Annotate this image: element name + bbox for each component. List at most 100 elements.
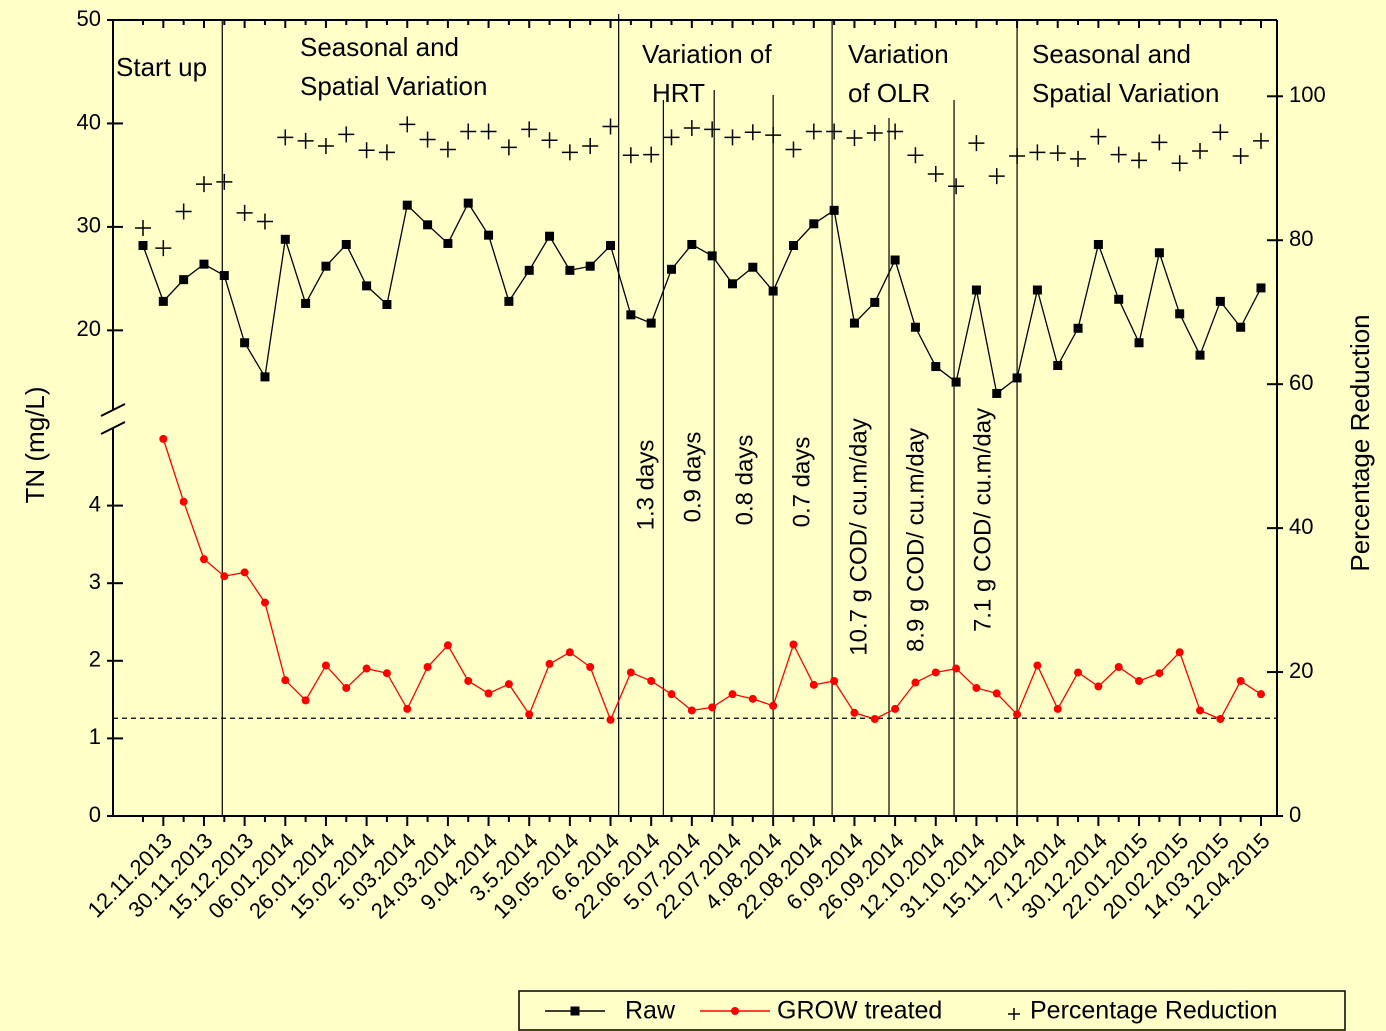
point bbox=[281, 676, 290, 685]
point bbox=[484, 689, 493, 698]
point bbox=[1094, 682, 1103, 691]
point bbox=[785, 141, 802, 158]
point bbox=[1175, 309, 1185, 319]
point bbox=[362, 664, 371, 673]
point bbox=[521, 121, 538, 138]
point bbox=[1216, 715, 1225, 723]
y2-tick-label: 60 bbox=[1289, 370, 1313, 395]
y2-tick-label: 20 bbox=[1289, 658, 1313, 683]
point bbox=[464, 676, 473, 685]
point bbox=[1236, 322, 1246, 332]
annotation: 8.9 g COD/ cu.m/day bbox=[902, 428, 929, 652]
point bbox=[809, 680, 818, 689]
y2-axis-title: Percentage Reduction bbox=[1345, 314, 1375, 571]
y-tick-label: 50 bbox=[77, 6, 101, 31]
point bbox=[504, 680, 513, 689]
point bbox=[972, 683, 981, 692]
point bbox=[1110, 146, 1127, 163]
point bbox=[158, 296, 168, 306]
point bbox=[891, 704, 900, 713]
point bbox=[524, 265, 534, 275]
point bbox=[704, 121, 721, 138]
point bbox=[480, 123, 497, 140]
point bbox=[439, 141, 456, 158]
point bbox=[443, 238, 453, 248]
y-axis-title: TN (mg/L) bbox=[20, 387, 50, 504]
point bbox=[992, 388, 1002, 398]
point bbox=[948, 178, 965, 195]
point bbox=[971, 285, 981, 295]
point bbox=[1151, 134, 1168, 151]
point bbox=[647, 676, 656, 685]
point bbox=[727, 279, 737, 289]
point bbox=[907, 147, 924, 164]
point bbox=[256, 213, 273, 230]
point bbox=[952, 664, 961, 673]
point bbox=[1073, 323, 1083, 333]
y-tick-label: 0 bbox=[89, 802, 101, 827]
annotation: Spatial Variation bbox=[300, 71, 487, 101]
point bbox=[667, 264, 677, 274]
point bbox=[220, 572, 229, 581]
point bbox=[1032, 285, 1042, 295]
y-tick-label: 1 bbox=[89, 724, 101, 749]
legend-marker bbox=[1008, 1008, 1020, 1020]
point bbox=[1029, 144, 1046, 161]
point bbox=[663, 129, 680, 146]
point bbox=[341, 239, 351, 249]
point bbox=[850, 708, 859, 717]
point bbox=[1253, 132, 1269, 149]
point bbox=[1212, 124, 1229, 141]
point bbox=[1009, 148, 1026, 165]
point bbox=[606, 241, 616, 251]
point bbox=[1013, 710, 1022, 719]
annotation: of OLR bbox=[848, 78, 930, 108]
point bbox=[586, 663, 595, 672]
annotation: 0.9 days bbox=[679, 432, 706, 523]
y-tick-label: 4 bbox=[89, 491, 101, 516]
point bbox=[748, 694, 757, 703]
point bbox=[362, 281, 372, 291]
point bbox=[1012, 373, 1022, 383]
annotation: Variation of bbox=[642, 39, 772, 69]
point bbox=[1135, 676, 1144, 685]
point bbox=[809, 219, 819, 229]
point bbox=[646, 318, 656, 328]
point bbox=[1053, 361, 1063, 371]
point bbox=[724, 129, 741, 146]
point bbox=[1236, 676, 1245, 685]
point bbox=[1175, 648, 1184, 657]
point bbox=[911, 678, 920, 687]
annotation: Seasonal and bbox=[300, 32, 459, 62]
point bbox=[866, 124, 883, 141]
point bbox=[683, 119, 700, 136]
point bbox=[1090, 128, 1107, 145]
annotation: 1.3 days bbox=[632, 440, 659, 531]
point bbox=[1257, 690, 1265, 699]
point bbox=[708, 703, 717, 712]
annotation: HRT bbox=[652, 78, 705, 108]
point bbox=[626, 668, 635, 677]
point bbox=[175, 203, 192, 220]
legend-box bbox=[518, 990, 1346, 1031]
point bbox=[399, 116, 416, 133]
y2-tick-label: 100 bbox=[1289, 82, 1326, 107]
point bbox=[1093, 239, 1103, 249]
point bbox=[301, 696, 310, 705]
point bbox=[321, 661, 330, 670]
point bbox=[277, 129, 294, 146]
point bbox=[317, 137, 334, 154]
point bbox=[240, 568, 249, 577]
point bbox=[1033, 661, 1042, 670]
point bbox=[769, 701, 778, 710]
axis-break bbox=[100, 421, 126, 435]
y-tick-label: 2 bbox=[89, 647, 101, 672]
y2-tick-label: 0 bbox=[1289, 802, 1301, 827]
point bbox=[744, 124, 761, 141]
point bbox=[1196, 706, 1205, 715]
legend-label: Percentage Reduction bbox=[1030, 997, 1277, 1025]
legend-marker bbox=[570, 1006, 580, 1016]
